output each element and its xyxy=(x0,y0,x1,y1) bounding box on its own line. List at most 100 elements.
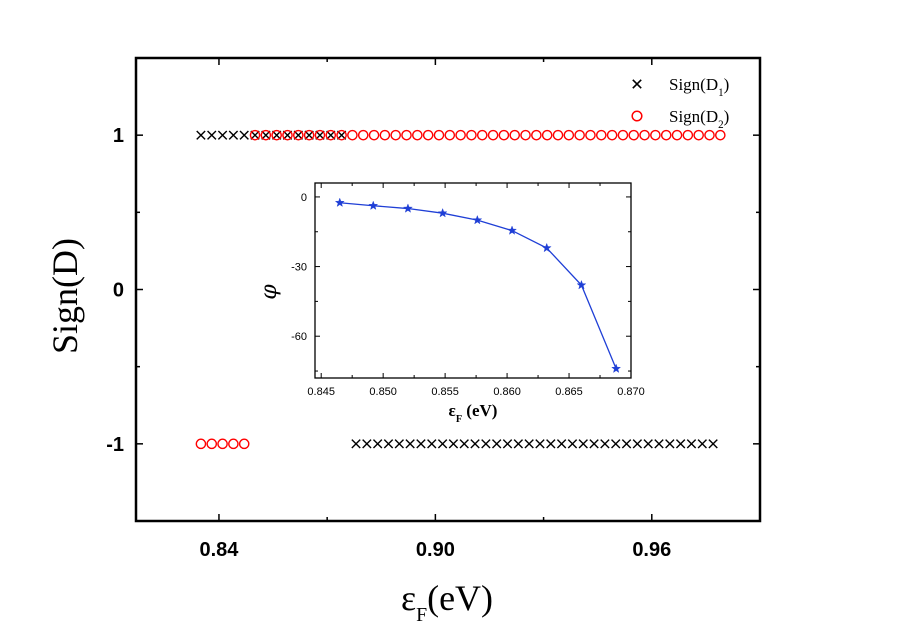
x-tick-label: 0.90 xyxy=(416,539,455,561)
circle-marker xyxy=(368,129,380,141)
circle-marker xyxy=(498,129,510,141)
x-marker xyxy=(470,439,480,449)
inset-star-marker xyxy=(611,363,622,373)
circle-marker xyxy=(260,129,272,141)
circle-marker xyxy=(422,129,434,141)
inset-y-tick-label: -60 xyxy=(291,331,307,343)
x-marker xyxy=(589,439,599,449)
x-marker xyxy=(632,439,643,449)
x-marker xyxy=(546,439,556,449)
x-marker xyxy=(293,130,304,140)
circle-marker xyxy=(693,129,704,141)
y-axis-label: Sign(D) xyxy=(45,238,85,354)
x-marker xyxy=(611,439,621,449)
circle-marker xyxy=(347,129,358,141)
inset-x-tick-label: 0.860 xyxy=(493,386,521,398)
circle-marker xyxy=(433,129,445,141)
legend-circle-marker xyxy=(631,110,643,122)
circle-marker xyxy=(628,129,640,141)
x-marker xyxy=(437,439,448,449)
legend-label: Sign(D1) xyxy=(669,75,729,99)
circle-marker xyxy=(195,438,207,450)
circle-marker xyxy=(574,129,585,141)
x-marker xyxy=(196,130,206,140)
circle-marker xyxy=(455,129,466,141)
circle-marker xyxy=(563,129,575,141)
circle-marker xyxy=(390,129,401,141)
y-tick-label: 1 xyxy=(113,125,124,147)
circle-marker xyxy=(531,129,542,141)
inset-x-tick-label: 0.850 xyxy=(369,386,397,398)
main-chart: -1 0 1 0.84 0.90 0.96 εF(eV) Sign(D) Sign(D1)Sig… xyxy=(45,56,762,626)
circle-marker xyxy=(444,129,456,141)
circle-marker xyxy=(585,129,596,141)
circle-marker xyxy=(639,129,650,141)
x-marker xyxy=(228,130,239,140)
circle-marker xyxy=(606,129,618,141)
circle-marker xyxy=(293,129,304,141)
circle-marker xyxy=(303,129,315,141)
circle-marker xyxy=(704,129,715,141)
x-marker xyxy=(372,439,383,449)
x-marker xyxy=(207,130,217,140)
x-marker xyxy=(250,130,260,140)
inset-star-marker xyxy=(541,242,552,253)
x-marker xyxy=(524,439,534,449)
x-marker xyxy=(621,439,632,449)
x-marker xyxy=(239,130,249,140)
circle-marker xyxy=(671,129,683,141)
x-marker xyxy=(351,439,361,449)
legend: Sign(D1) Sign(D2) xyxy=(631,75,729,131)
circle-marker xyxy=(509,129,521,141)
x-marker xyxy=(271,130,282,140)
inset-x-tick-label: 0.865 xyxy=(555,386,583,398)
x-marker xyxy=(675,439,686,449)
series-1 xyxy=(196,130,718,449)
x-marker xyxy=(491,439,502,449)
inset-frame xyxy=(314,182,632,379)
circle-marker xyxy=(206,438,218,450)
x-marker xyxy=(383,439,394,449)
y-tick-label: 0 xyxy=(113,280,124,302)
x-marker xyxy=(567,439,578,449)
circle-marker xyxy=(325,129,337,141)
circle-marker xyxy=(520,129,531,141)
inset-star-marker xyxy=(403,203,413,213)
circle-marker xyxy=(541,129,553,141)
circle-marker xyxy=(379,129,391,141)
circle-marker xyxy=(401,129,412,141)
x-tick-label: 0.96 xyxy=(632,539,671,561)
circle-marker xyxy=(487,129,499,141)
x-tick-label: 0.84 xyxy=(199,539,239,561)
inset-x-axis-label: εF (eV) xyxy=(449,401,498,425)
x-marker xyxy=(643,439,653,449)
circle-marker xyxy=(217,438,228,450)
circle-marker xyxy=(682,129,694,141)
x-marker xyxy=(654,439,664,449)
x-marker xyxy=(326,130,336,140)
x-axis: 0.84 0.90 0.96 xyxy=(199,58,671,561)
x-marker xyxy=(217,130,228,140)
y-tick-label: -1 xyxy=(106,434,124,456)
x-marker xyxy=(416,439,426,449)
inset-y-tick-label: 0 xyxy=(301,192,307,204)
circle-marker xyxy=(715,129,726,141)
inset-x-tick-label: 0.855 xyxy=(431,386,459,398)
x-marker xyxy=(448,439,459,449)
x-marker xyxy=(697,439,707,449)
x-axis-label: εF(eV) xyxy=(401,578,493,626)
circle-marker xyxy=(412,129,423,141)
x-marker xyxy=(481,439,491,449)
circle-marker xyxy=(650,129,661,141)
inset-y-axis-label: φ xyxy=(257,284,282,300)
circle-marker xyxy=(238,438,250,450)
x-marker xyxy=(502,439,513,449)
inset-star-marker xyxy=(472,214,483,225)
x-marker xyxy=(535,439,545,449)
inset-star-marker xyxy=(576,279,587,290)
circle-marker xyxy=(595,129,607,141)
circle-marker xyxy=(336,129,347,141)
circle-marker xyxy=(228,438,239,450)
circle-marker xyxy=(552,129,564,141)
